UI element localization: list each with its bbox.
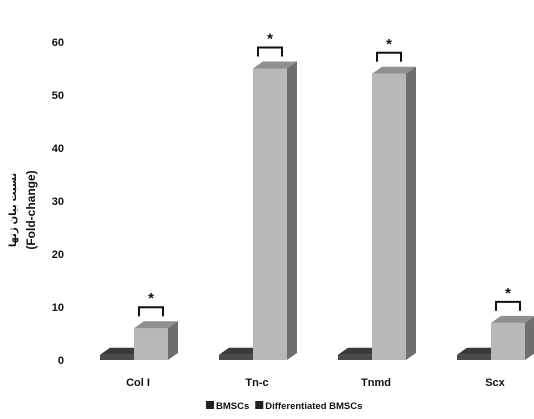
significance-bracket [495, 300, 521, 311]
x-category-label: Scx [485, 377, 505, 389]
significance-bracket [257, 46, 283, 57]
significance-bracket [376, 51, 402, 62]
bar-differentiated-1 [253, 61, 297, 360]
x-category-label: Tnmd [361, 377, 391, 389]
significance-bracket [138, 306, 164, 317]
bar-differentiated-2 [372, 66, 416, 361]
y-axis-label-persian: نسبت بیان ژنها [8, 173, 19, 247]
y-tick-label: 20 [52, 249, 64, 261]
y-tick-label: 10 [52, 302, 64, 314]
category-labels: Col I Tn-c Tnmd Scx [126, 377, 506, 389]
significance-star: * [148, 290, 154, 307]
y-axis: 0 10 20 30 40 50 60 [52, 37, 64, 367]
legend-entry: Differentiated BMSCs [265, 401, 362, 412]
significance-star: * [386, 36, 392, 53]
legend-swatch [206, 401, 214, 409]
x-category-label: Tn-c [245, 377, 268, 389]
legend-entry: BMSCs [216, 401, 249, 412]
x-category-label: Col I [126, 377, 150, 389]
bar-differentiated-0 [134, 321, 178, 360]
bar-differentiated-3 [491, 315, 534, 360]
bars-layer: * * * * [100, 31, 534, 361]
y-tick-label: 60 [52, 37, 64, 49]
y-axis-label: (Fold-change) [24, 170, 38, 249]
y-tick-label: 0 [58, 355, 64, 367]
y-tick-label: 40 [52, 143, 64, 155]
y-tick-label: 30 [52, 196, 64, 208]
significance-star: * [505, 285, 511, 302]
legend-swatch [255, 401, 264, 409]
legend: BMSCs Differentiated BMSCs [206, 401, 362, 412]
significance-star: * [267, 31, 273, 48]
y-tick-label: 50 [52, 90, 64, 102]
